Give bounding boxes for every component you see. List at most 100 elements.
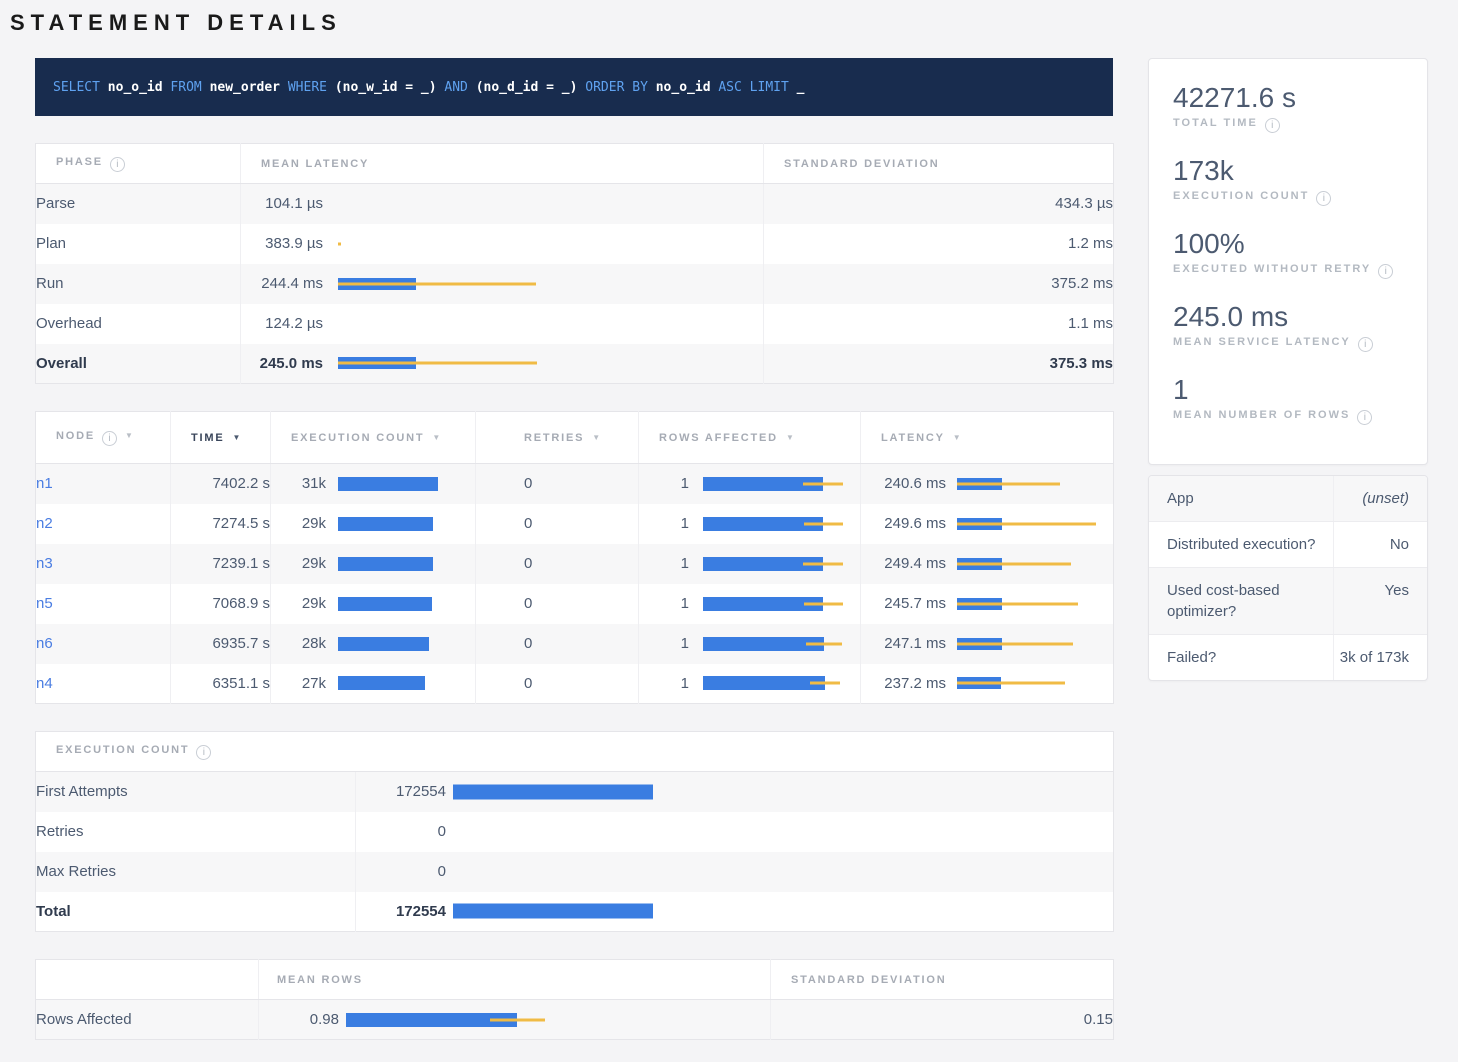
std-dev-value: 375.2 ms [764,264,1114,304]
node-link[interactable]: n4 [36,675,53,692]
attribute-value: No [1333,522,1427,568]
node-link[interactable]: n2 [36,515,53,532]
bar-cell: 245.0 ms [241,344,763,384]
latency-cell: 247.1 ms [861,624,1114,664]
bar-cell: 31k [271,464,475,504]
sort-descending-icon[interactable]: ▼ [232,433,240,442]
column-header-time[interactable]: TIME▼ [171,412,271,464]
retries-value: 0 [476,584,639,624]
execution-count-title: EXECUTION COUNT [56,744,189,756]
std-dev-line [957,682,1065,685]
column-header-latency[interactable]: LATENCY▼ [861,412,1114,464]
latency-cell: 245.7 ms [861,584,1114,624]
table-row: Rows Affected0.980.15 [36,1000,1114,1040]
retries-value: 0 [476,664,639,704]
retries-value: 0 [476,464,639,504]
info-icon[interactable]: i [1357,410,1372,425]
mean-latency-value: 124.2 µs [241,315,323,332]
latency-value: 245.7 ms [861,595,946,612]
std-dev-line [804,522,843,525]
column-header-retries[interactable]: RETRIES▼ [476,412,639,464]
rows-affected-value: 1 [639,595,689,612]
sort-descending-icon[interactable]: ▼ [953,433,961,442]
info-icon[interactable]: i [1265,118,1280,133]
bar-chart [338,355,763,371]
bar-cell: 0 [356,812,1113,852]
sql-keyword: AND [437,80,476,95]
mean-bar [338,597,432,611]
bar-chart [346,1012,770,1028]
stat-label-text: MEAN NUMBER OF ROWS [1173,409,1350,421]
phase-label: Run [36,264,241,304]
latency-value: 247.1 ms [861,635,946,652]
latency-cell: 240.6 ms [861,464,1114,504]
attribute-value: 3k of 173k [1333,635,1427,681]
node-link[interactable]: n3 [36,555,53,572]
retries-value: 0 [476,504,639,544]
node-link[interactable]: n6 [36,635,53,652]
node-cell: n6 [36,624,171,664]
info-icon[interactable]: i [1316,191,1331,206]
statement-attributes-card: App(unset)Distributed execution?NoUsed c… [1148,475,1428,681]
sql-identifier: no_o_id [656,80,711,95]
stat-label: EXECUTION COUNTi [1173,190,1403,206]
bar-cell: 0 [356,852,1113,892]
phase-header-label: PHASE [56,156,103,168]
main-column: SELECT no_o_id FROM new_order WHERE (no_… [35,58,1113,1040]
sort-descending-icon[interactable]: ▼ [125,431,133,440]
bar-cell: 237.2 ms [861,664,1113,704]
execution-count-value-cell: 172554 [356,772,1114,812]
table-row: Failed?3k of 173k [1149,635,1427,681]
execution-count-cell: 29k [271,504,476,544]
execution-count-value: 29k [271,555,326,572]
execution-count-value: 28k [271,635,326,652]
column-header-rows-affected[interactable]: ROWS AFFECTED▼ [639,412,861,464]
latency-value: 240.6 ms [861,475,946,492]
bar-chart [338,516,475,532]
mean-latency-column-header: MEAN LATENCY [241,144,764,184]
bar-cell: 240.6 ms [861,464,1113,504]
bar-cell: 29k [271,544,475,584]
stat-label-text: MEAN SERVICE LATENCY [1173,336,1351,348]
bar-chart [703,516,860,532]
rows-affected-cell: 1 [639,584,861,624]
node-link[interactable]: n5 [36,595,53,612]
info-icon[interactable]: i [110,157,125,172]
table-row: n66935.7 s28k01247.1 ms [36,624,1114,664]
bar-chart [703,675,860,691]
bar-cell: 1 [639,504,860,544]
mean-latency-value: 383.9 µs [241,235,323,252]
info-icon[interactable]: i [1358,337,1373,352]
bar-chart [338,196,763,212]
info-icon[interactable]: i [102,431,117,446]
sort-descending-icon[interactable]: ▼ [432,433,440,442]
node-link[interactable]: n1 [36,475,53,492]
sql-identifier: (no_d_id = _) [476,80,578,95]
rows-affected-cell: 1 [639,464,861,504]
bar-chart [338,316,763,332]
mean-latency-cell: 104.1 µs [241,184,764,224]
latency-cell: 249.4 ms [861,544,1114,584]
sql-identifier: (no_w_id = _) [335,80,437,95]
column-header-node[interactable]: NODEi▼ [36,412,171,464]
node-cell: n3 [36,544,171,584]
mean-rows-value: 0.98 [259,1011,339,1028]
node-table: NODEi▼TIME▼EXECUTION COUNT▼RETRIES▼ROWS … [35,411,1114,704]
attribute-value: (unset) [1333,476,1427,522]
sort-descending-icon[interactable]: ▼ [786,433,794,442]
bar-cell: 1 [639,664,860,704]
bar-chart [338,556,475,572]
rows-affected-value: 1 [639,475,689,492]
mean-latency-value: 104.1 µs [241,195,323,212]
bar-cell: 27k [271,664,475,704]
info-icon[interactable]: i [1378,264,1393,279]
phase-column-header: PHASE i [36,144,241,184]
info-icon[interactable]: i [196,745,211,760]
column-header-execution-count[interactable]: EXECUTION COUNT▼ [271,412,476,464]
execution-count-value: 27k [271,675,326,692]
side-column: 42271.6 sTOTAL TIMEi173kEXECUTION COUNTi… [1148,58,1428,681]
bar-chart [957,516,1113,532]
execution-count-value: 29k [271,595,326,612]
sort-descending-icon[interactable]: ▼ [592,433,600,442]
table-row: Plan383.9 µs1.2 ms [36,224,1114,264]
